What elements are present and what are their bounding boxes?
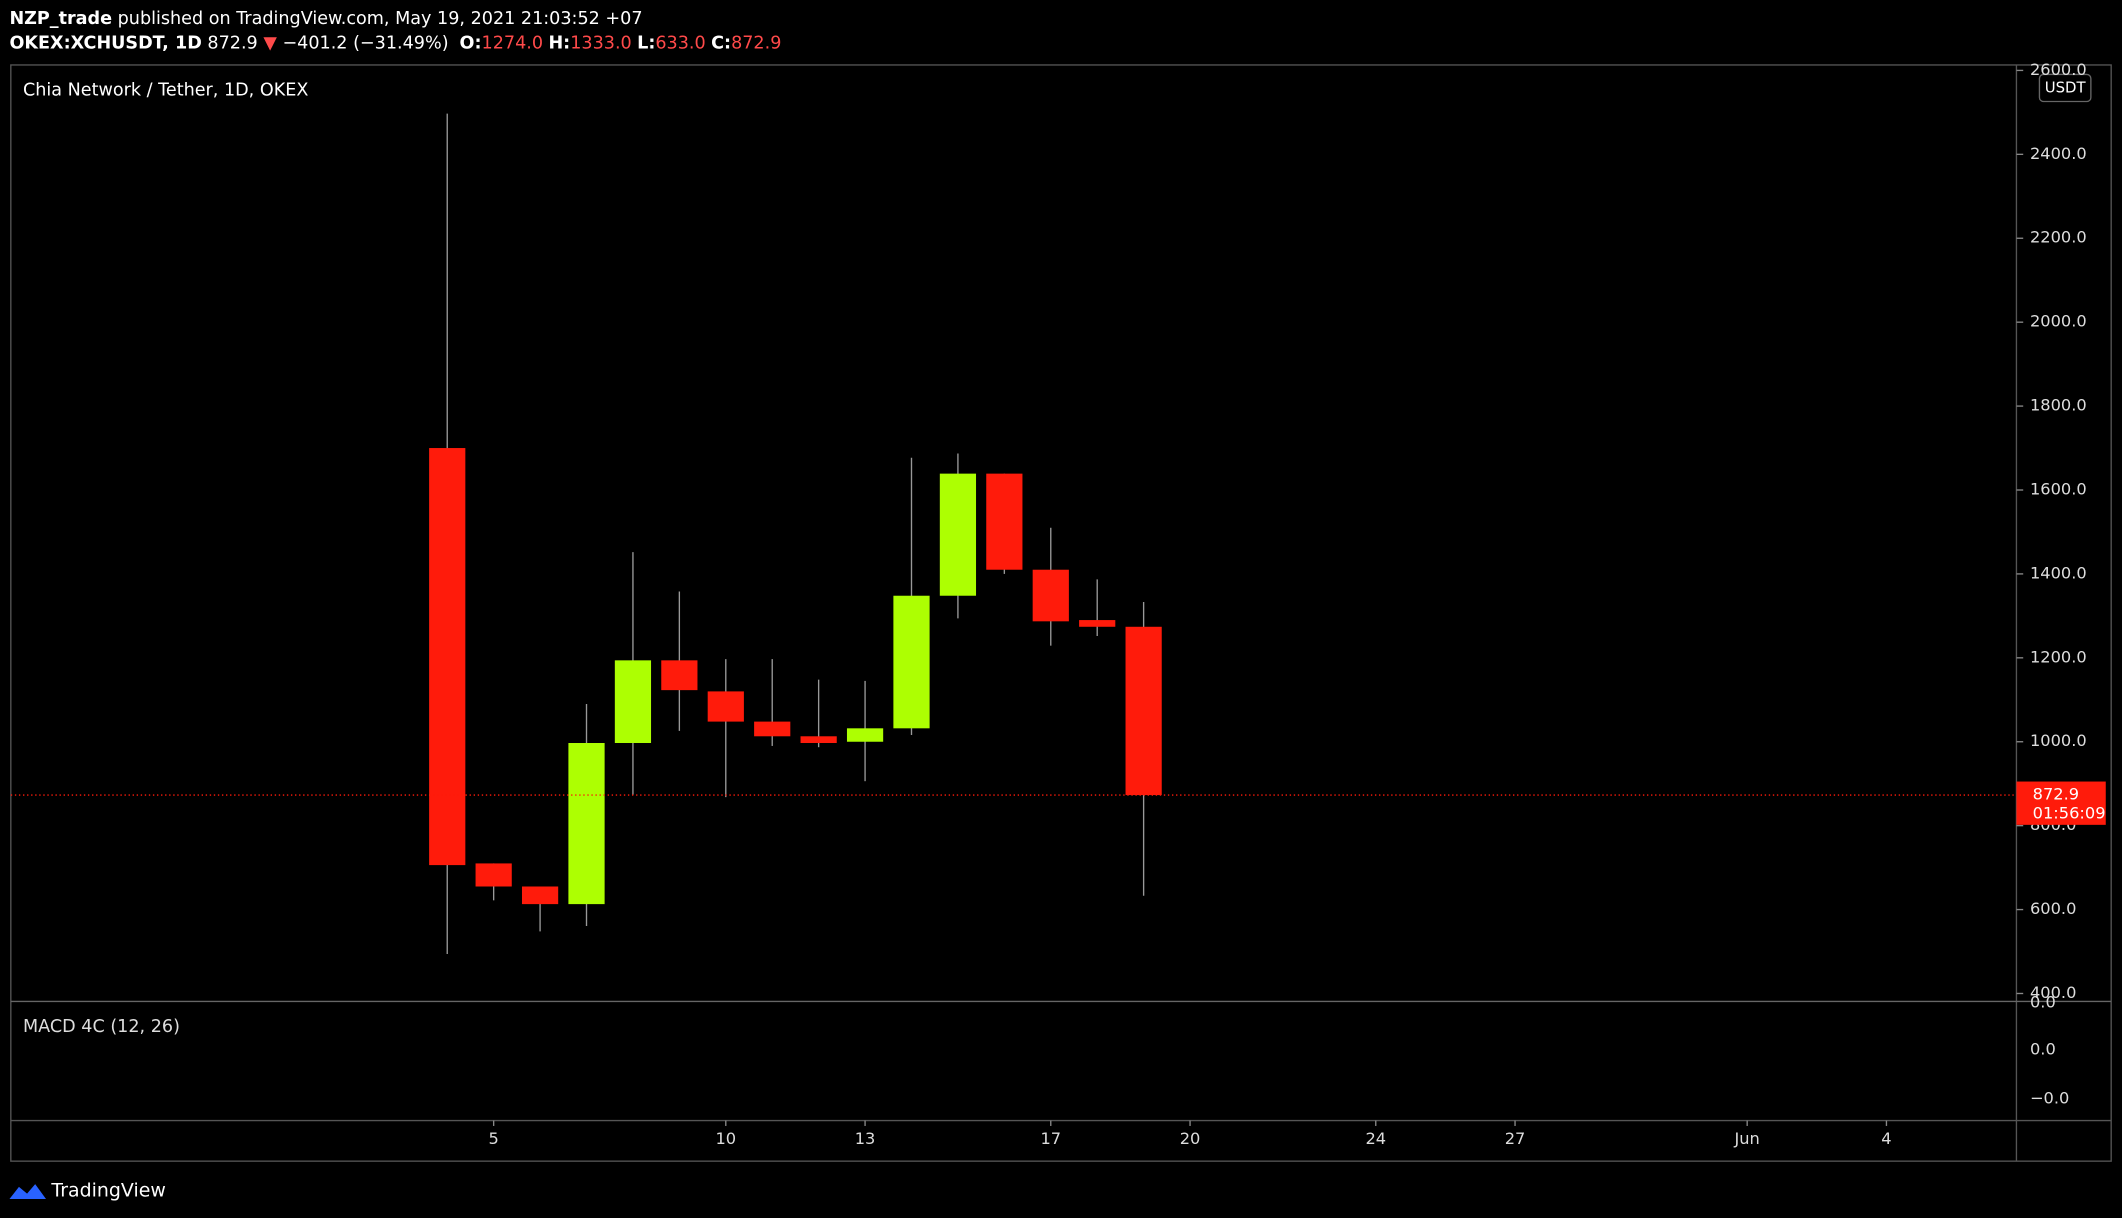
candle-body [939,473,977,596]
ohlc-key: O: [460,33,482,53]
ohlc-key: C: [711,33,731,53]
last-price: 872.9 [207,33,257,53]
candle-body [1125,626,1162,796]
y-tick-label: 2000.0 [2030,312,2087,331]
x-tick-label: 10 [715,1129,736,1148]
currency: USDT [2045,79,2087,97]
ohlc-key: H: [548,33,570,53]
y-tick-label: 1600.0 [2030,479,2087,498]
candle-body [429,448,466,866]
published: published on TradingView.com, May 19, 20… [118,9,643,29]
ohlc-value: 633.0 [655,33,705,53]
brand: TradingView [50,1179,165,1201]
indicator-tick-label: 0.0 [2030,992,2056,1011]
candle-body [1079,620,1116,627]
x-tick-label: 5 [488,1129,498,1148]
y-tick-label: 2400.0 [2030,144,2087,163]
candle-body [1032,569,1069,622]
x-tick-label: 27 [1505,1129,1526,1148]
last-price-badge [2016,781,2106,825]
candle-body [475,863,512,887]
indicator-tick-label: 0.0 [2030,1040,2056,1059]
y-tick-label: 2200.0 [2030,228,2087,247]
logo-icon [9,1184,47,1200]
change-arrow: ▼ [263,33,277,53]
ohlc-value: 1333.0 [570,33,632,53]
ohlc-value: 1274.0 [482,33,544,53]
plot [10,113,2017,955]
x-tick-label: 17 [1040,1129,1061,1148]
candle-body [661,660,698,691]
symbol: OKEX:XCHUSDT, 1D [9,33,201,53]
change: −401.2 (−31.49%) [282,33,448,53]
indicator-tick-label: −0.0 [2030,1088,2069,1107]
x-tick-label: 4 [1881,1129,1891,1148]
y-tick-label: 400.0 [2030,983,2076,1002]
countdown: 01:56:09 [2033,804,2106,823]
y-tick-label: 1800.0 [2030,396,2087,415]
candle-body [614,660,652,744]
indicator-title: MACD 4C (12, 26) [23,1017,180,1037]
currency-badge[interactable] [2038,73,2092,103]
candle-body [568,743,605,905]
candle-body [893,595,930,729]
candle-body [846,728,884,742]
y-tick-label: 1000.0 [2030,731,2087,750]
y-tick-label: 600.0 [2030,899,2076,918]
x-tick-label: 24 [1365,1129,1386,1148]
y-tick-label: 1200.0 [2030,647,2087,666]
candle-body [986,473,1023,570]
candle-body [521,886,559,905]
header-line: NZP_trade published on TradingView.com, … [9,9,642,29]
candle-body [800,736,837,744]
candle-body [754,721,791,737]
x-tick-label: Jun [1733,1129,1759,1148]
candle-body [707,691,744,722]
frame [10,64,2112,1162]
chart-title: Chia Network / Tether, 1D, OKEX [23,81,308,101]
ohlc-key: L: [637,33,655,53]
x-tick-label: 20 [1180,1129,1201,1148]
symbol-line: OKEX:XCHUSDT, 1D 872.9 ▼ −401.2 (−31.49%… [9,33,781,53]
ohlc-value: 872.9 [731,33,781,53]
last-price-label: 872.9 [2033,785,2079,804]
logo [9,1184,47,1200]
y-tick-label: 2600.0 [2030,60,2087,79]
y-tick-label: 1400.0 [2030,563,2087,582]
publisher: NZP_trade [9,9,112,29]
x-tick-label: 13 [855,1129,876,1148]
